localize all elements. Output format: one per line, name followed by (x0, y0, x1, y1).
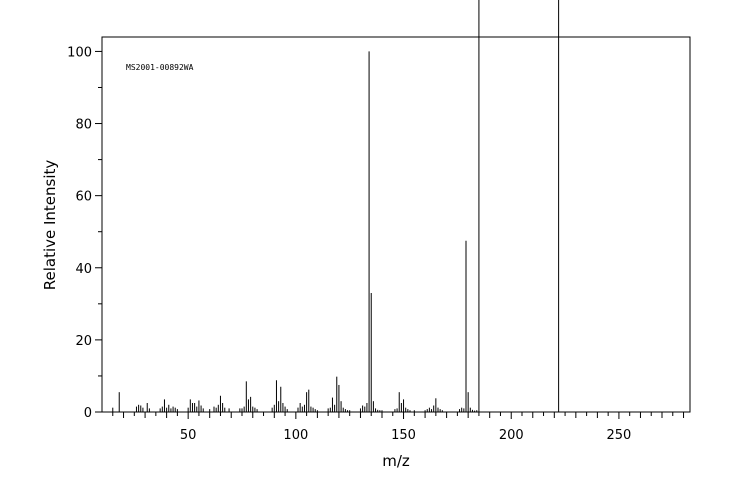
y-tick-label: 0 (84, 406, 92, 421)
y-axis: 0 20 40 60 80 100 (67, 45, 102, 421)
spectrum-id-annotation: MS2001-00892WA (126, 63, 194, 72)
y-tick-label: 20 (75, 334, 92, 349)
x-axis: 50 100 150 200 250 (112, 412, 685, 443)
peak-series (112, 0, 560, 412)
y-axis-label: Relative Intensity (41, 160, 59, 291)
x-tick-label: 200 (499, 428, 524, 443)
x-axis-label: m/z (382, 452, 410, 470)
y-tick-label: 60 (75, 190, 92, 205)
x-tick-label: 250 (607, 428, 632, 443)
x-tick-label: 100 (283, 428, 308, 443)
x-tick-label: 150 (391, 428, 416, 443)
plot-frame (101, 36, 691, 413)
y-tick-label: 80 (75, 118, 92, 133)
y-tick-label: 100 (67, 45, 92, 60)
y-tick-label: 40 (75, 262, 92, 277)
x-tick-label: 50 (180, 428, 197, 443)
